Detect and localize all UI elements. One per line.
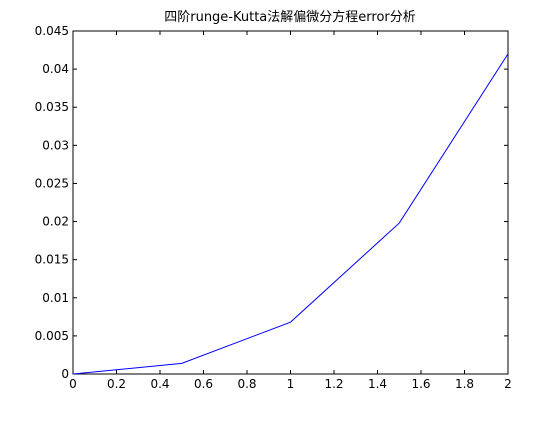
x-tick-label: 1.8 xyxy=(455,377,474,391)
y-tick-label: 0 xyxy=(61,367,69,381)
data-point xyxy=(73,374,74,375)
x-tick-label: 0.2 xyxy=(107,377,126,391)
x-tick-label: 1.6 xyxy=(411,377,430,391)
y-tick-label: 0.005 xyxy=(35,329,69,343)
y-tick-label: 0.015 xyxy=(35,253,69,267)
series-layer xyxy=(72,53,509,375)
chart-title: 四阶runge-Kutta法解偏微分方程error分析 xyxy=(164,9,416,25)
x-tick-label: 0.8 xyxy=(237,377,256,391)
y-tick-label: 0.03 xyxy=(42,138,69,152)
series-line-error xyxy=(72,53,509,375)
x-axis: 0 0.2 0.4 0.6 0.8 1 1.2 1.4 1.6 1.8 2 xyxy=(69,31,512,391)
data-point xyxy=(181,363,182,364)
data-point xyxy=(290,322,291,323)
x-tick-label: 1.2 xyxy=(324,377,343,391)
y-tick-label: 0.025 xyxy=(35,176,69,190)
x-tick-label: 0 xyxy=(69,377,77,391)
data-point xyxy=(399,223,400,224)
x-tick-label: 1 xyxy=(287,377,295,391)
y-tick-label: 0.045 xyxy=(35,24,69,38)
x-tick-label: 2 xyxy=(504,377,512,391)
y-tick-label: 0.01 xyxy=(42,291,69,305)
y-tick-label: 0.04 xyxy=(42,62,69,76)
x-tick-label: 0.6 xyxy=(194,377,213,391)
plot-area xyxy=(72,30,509,375)
y-tick-label: 0.02 xyxy=(42,215,69,229)
y-axis: 0 0.005 0.01 0.015 0.02 0.025 0.03 0.035 0.04 0.0… xyxy=(35,24,508,381)
x-tick-label: 0.4 xyxy=(150,377,169,391)
y-tick-label: 0.035 xyxy=(35,100,69,114)
data-point xyxy=(508,53,509,54)
x-tick-label: 1.4 xyxy=(368,377,387,391)
